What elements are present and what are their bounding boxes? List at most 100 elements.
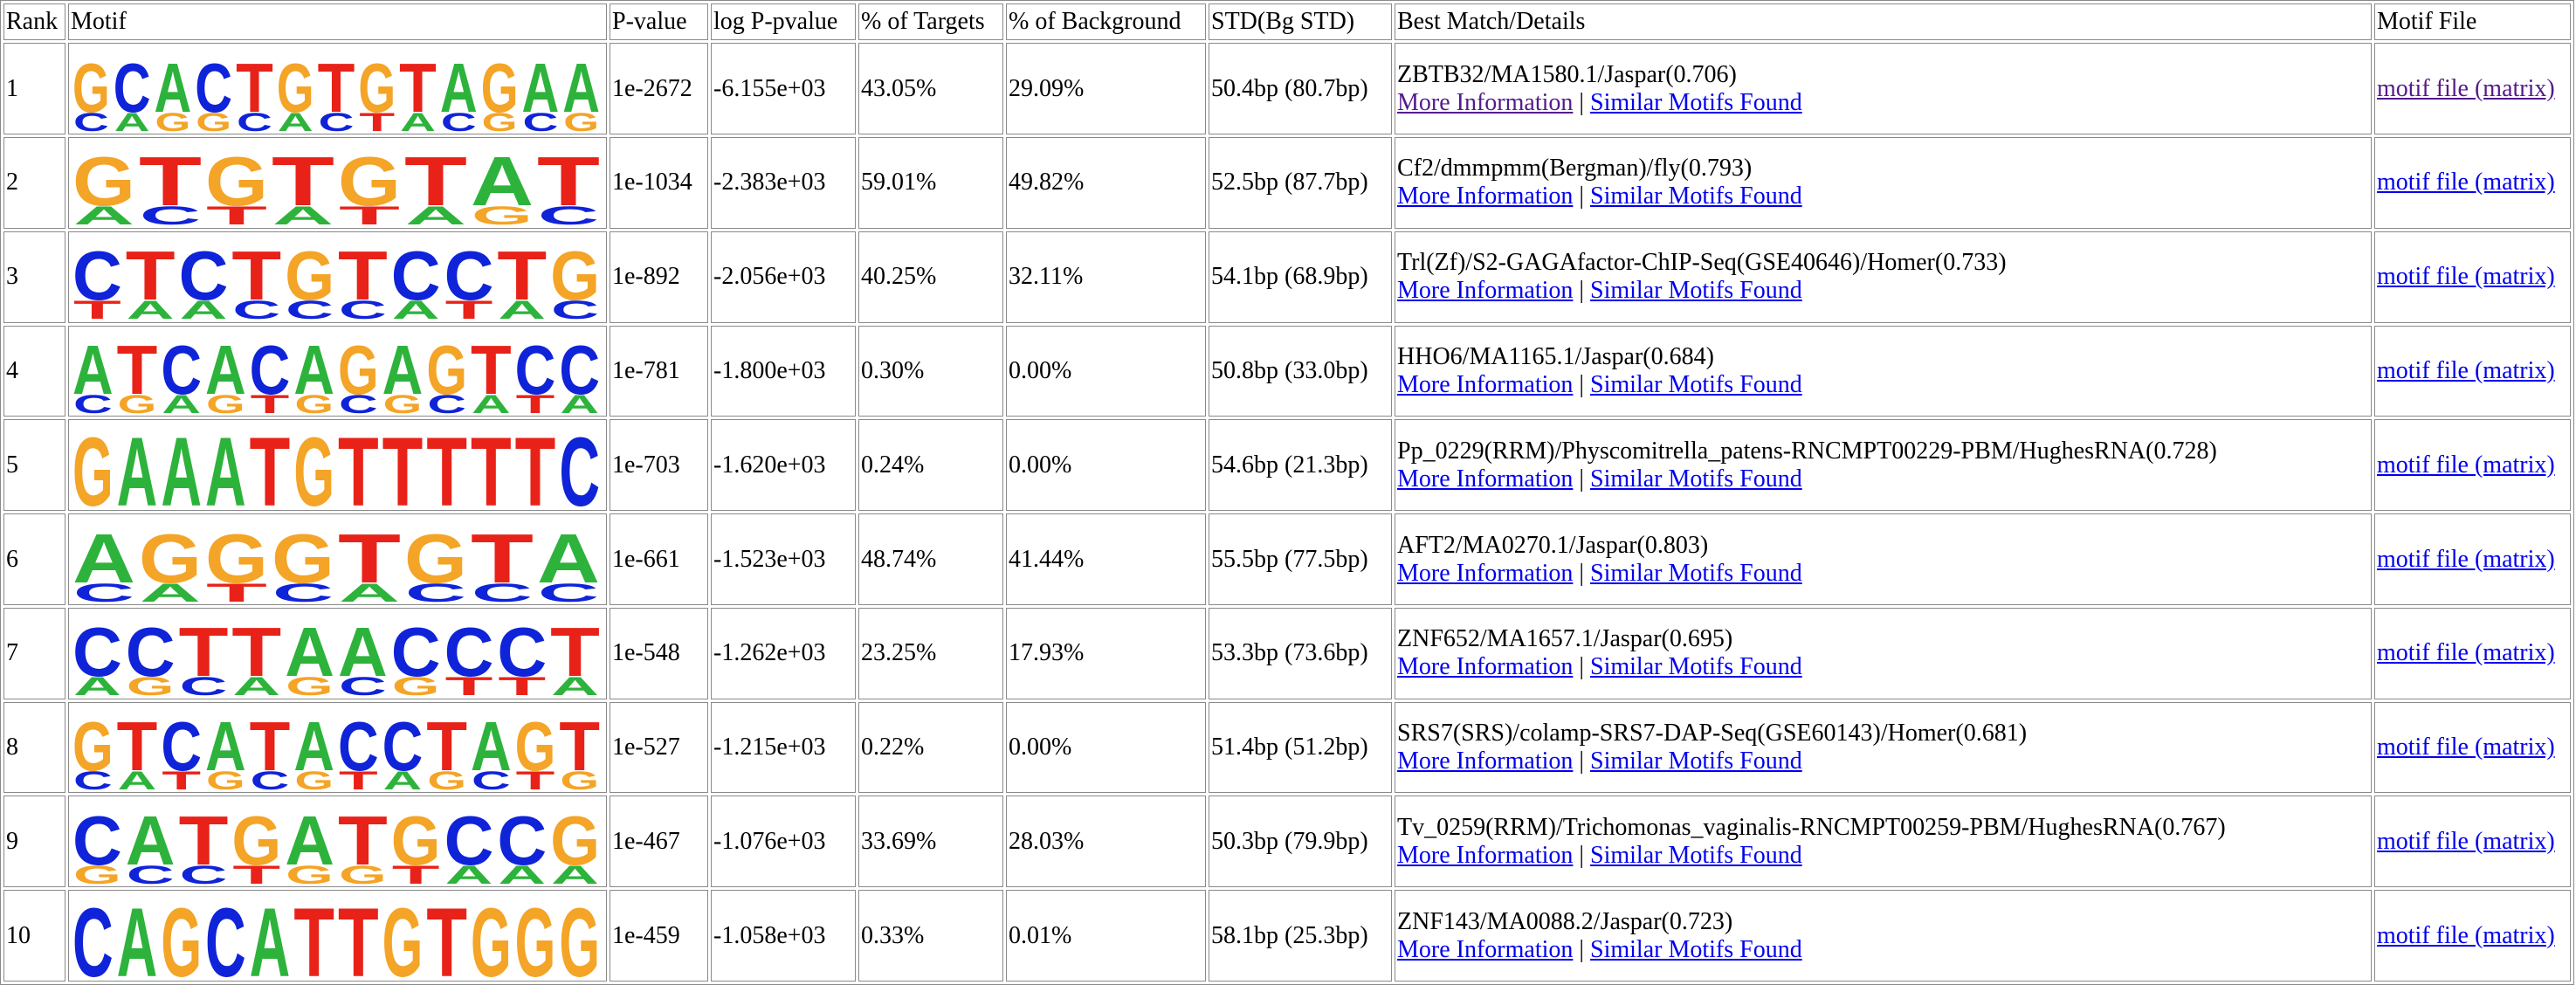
logo-letter-A: A: [551, 672, 599, 697]
logo-letter-C: C: [161, 707, 202, 785]
motif-logo[interactable]: AC TG CA AG CT AG GC AG GC TA CT CA: [71, 327, 602, 415]
best-match-name: ZNF143/MA0088.2/Jaspar(0.723): [1397, 907, 1733, 935]
motif-logo[interactable]: AC GA GT GC TA GC TC AC: [71, 516, 602, 603]
motif-logo[interactable]: CA CG TC TA AG AC CG CT CT TA: [71, 610, 602, 697]
targets-cell: 59.01%: [858, 137, 1003, 229]
motif-file-link[interactable]: motif file (matrix): [2377, 921, 2555, 949]
logo-letter-C: C: [205, 892, 246, 980]
best-match-links: More Information | Similar Motifs Found: [1397, 747, 2369, 775]
more-information-link[interactable]: More Information: [1397, 370, 1574, 398]
more-information-link[interactable]: More Information: [1397, 653, 1574, 681]
motif-file-link[interactable]: motif file (matrix): [2377, 356, 2555, 384]
pvalue-cell: 1e-459: [610, 890, 708, 982]
motif-file-link[interactable]: motif file (matrix): [2377, 827, 2555, 855]
motif-logo[interactable]: CT TA CA TC GC TC CA CT TA GC: [71, 233, 602, 320]
more-information-link[interactable]: More Information: [1397, 465, 1574, 492]
logo-letter-G: G: [482, 108, 518, 133]
logo-letter-G: G: [404, 520, 467, 597]
logo-letter-T: T: [139, 142, 202, 220]
pvalue-cell: 1e-892: [610, 231, 708, 323]
more-information-link[interactable]: More Information: [1397, 747, 1574, 775]
logo-letter-C: C: [339, 296, 387, 320]
targets-cell: 43.05%: [858, 43, 1003, 135]
similar-motifs-link[interactable]: Similar Motifs Found: [1590, 88, 1802, 116]
logo-letter-G: G: [205, 520, 268, 597]
more-information-link[interactable]: More Information: [1397, 935, 1574, 963]
more-information-link[interactable]: More Information: [1397, 183, 1574, 210]
rank-cell: 5: [3, 419, 65, 512]
more-information-link[interactable]: More Information: [1397, 277, 1574, 305]
std-cell: 55.5bp (77.5bp): [1209, 513, 1392, 605]
motif-file-link[interactable]: motif file (matrix): [2377, 451, 2555, 479]
motif-logo[interactable]: GC TA CT AG TC AG CT CA TG AC GT TG: [71, 704, 602, 791]
logo-letter-C: C: [73, 767, 113, 791]
table-row: 9 C G A C T C G T A G T G G T C A C A G A 1e-467 -1.076e+03 33.…: [3, 796, 2571, 888]
more-information-link[interactable]: More Information: [1397, 841, 1574, 869]
rank-cell: 6: [3, 513, 65, 605]
logo-letter-T: T: [338, 422, 379, 509]
logo-letter-G: G: [139, 520, 202, 597]
similar-motifs-link[interactable]: Similar Motifs Found: [1590, 370, 1802, 398]
motif-file-link[interactable]: motif file (matrix): [2377, 545, 2555, 573]
similar-motifs-link[interactable]: Similar Motifs Found: [1590, 183, 1802, 210]
best-match-name: Cf2/dmmpmm(Bergman)/fly(0.793): [1397, 155, 1753, 183]
similar-motifs-link[interactable]: Similar Motifs Found: [1590, 559, 1802, 587]
link-separator: |: [1579, 841, 1584, 869]
best-match-links: More Information | Similar Motifs Found: [1397, 89, 2369, 117]
more-information-link[interactable]: More Information: [1397, 88, 1574, 116]
logo-letter-G: G: [196, 108, 231, 133]
background-cell: 0.00%: [1006, 419, 1206, 512]
logo-letter-G: G: [286, 672, 334, 697]
similar-motifs-link[interactable]: Similar Motifs Found: [1590, 465, 1802, 492]
logo-letter-G: G: [293, 422, 334, 509]
logo-letter-A: A: [498, 296, 546, 320]
logo-letter-C: C: [195, 49, 232, 127]
log-pvalue-cell: -1.058e+03: [711, 890, 856, 982]
logo-letter-C: C: [72, 613, 122, 691]
logo-letter-C: C: [72, 802, 122, 879]
motif-file-link[interactable]: motif file (matrix): [2377, 263, 2555, 291]
logo-letter-C: C: [180, 672, 228, 697]
rank-cell: 7: [3, 607, 65, 699]
logo-letter-C: C: [497, 613, 547, 691]
motif-file-link[interactable]: motif file (matrix): [2377, 639, 2555, 667]
logo-letter-T: T: [445, 296, 493, 320]
logo-letter-A: A: [118, 767, 157, 791]
logo-letter-C: C: [232, 296, 280, 320]
logo-letter-A: A: [205, 707, 246, 785]
log-pvalue-cell: -1.215e+03: [711, 701, 856, 794]
similar-motifs-link[interactable]: Similar Motifs Found: [1590, 935, 1802, 963]
logo-letter-T: T: [445, 672, 493, 697]
logo-letter-T: T: [162, 767, 201, 791]
motif-file-link[interactable]: motif file (matrix): [2377, 169, 2555, 196]
link-separator: |: [1579, 935, 1584, 963]
logo-letter-T: T: [126, 237, 176, 314]
targets-cell: 0.30%: [858, 325, 1003, 417]
logo-letter-C: C: [339, 672, 387, 697]
motif-logo[interactable]: GA TC GT TA GT TA AG TC: [71, 139, 602, 226]
logo-letter-A: A: [250, 892, 291, 980]
logo-letter-C: C: [126, 613, 176, 691]
best-match-name: ZBTB32/MA1580.1/Jaspar(0.706): [1397, 60, 1737, 88]
motif-file-link[interactable]: motif file (matrix): [2377, 74, 2555, 102]
similar-motifs-link[interactable]: Similar Motifs Found: [1590, 277, 1802, 305]
logo-letter-C: C: [250, 331, 291, 409]
logo-letter-G: G: [358, 49, 396, 127]
motif-logo[interactable]: CG AC TC GT AG TG GT CA CA GA: [71, 798, 602, 885]
pvalue-cell: 1e-781: [610, 325, 708, 417]
log-pvalue-cell: -1.620e+03: [711, 419, 856, 512]
similar-motifs-link[interactable]: Similar Motifs Found: [1590, 653, 1802, 681]
logo-letter-G: G: [72, 422, 114, 509]
logo-letter-T: T: [382, 422, 424, 509]
logo-letter-A: A: [285, 802, 334, 879]
more-information-link[interactable]: More Information: [1397, 559, 1574, 587]
motif-file-link[interactable]: motif file (matrix): [2377, 734, 2555, 761]
logo-letter-G: G: [272, 520, 334, 597]
similar-motifs-link[interactable]: Similar Motifs Found: [1590, 841, 1802, 869]
motif-logo[interactable]: GC CA AG CG TC GA TC GT TA AC GG AC AG: [71, 45, 602, 133]
similar-motifs-link[interactable]: Similar Motifs Found: [1590, 747, 1802, 775]
header-motif-file: Motif File: [2374, 3, 2571, 41]
